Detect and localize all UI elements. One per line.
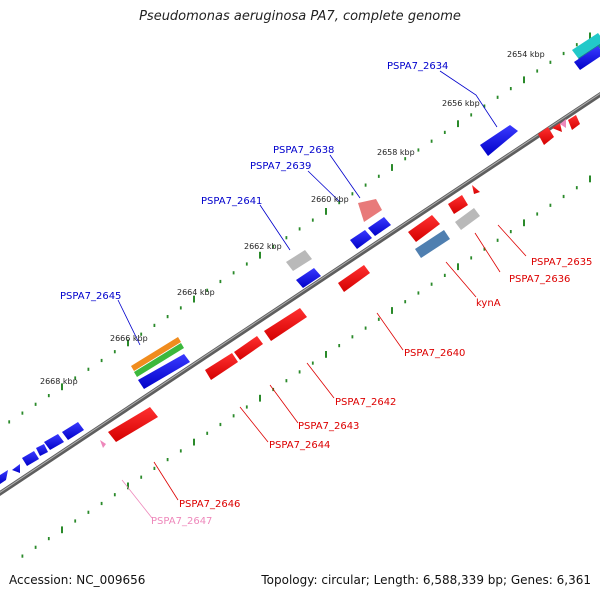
gene-arrow	[12, 464, 20, 473]
gene-arrow	[205, 353, 238, 380]
leader-line	[117, 299, 141, 346]
gene-arrow	[44, 434, 64, 450]
ruler-label: 2664 kbp	[177, 288, 215, 297]
gene-arrow	[408, 215, 440, 242]
gene-arrow	[108, 407, 158, 442]
leader-lines	[117, 70, 527, 519]
leader-line	[307, 170, 341, 203]
leader-line	[329, 154, 361, 199]
ruler-label: 2662 kbp	[244, 242, 282, 251]
gene-label: PSPA7_2647	[151, 516, 212, 527]
gene-arrow	[131, 337, 181, 371]
gene-arrow	[560, 119, 566, 128]
gene-label: PSPA7_2641	[201, 196, 262, 207]
gene-label: PSPA7_2646	[179, 499, 240, 510]
gene-label: PSPA7_2636	[509, 274, 570, 285]
gene-label: PSPA7_2645	[60, 291, 121, 302]
leader-line	[439, 70, 498, 128]
gene-arrow	[572, 33, 600, 58]
ruler-label: 2660 kbp	[311, 195, 349, 204]
gene-arrow	[574, 46, 600, 70]
gene-arrow	[358, 199, 382, 222]
gene-label: PSPA7_2634	[387, 61, 448, 72]
ruler-label: 2656 kbp	[442, 99, 480, 108]
gene-arrow	[286, 250, 312, 271]
leader-line	[153, 461, 179, 501]
gene-label: PSPA7_2635	[531, 257, 592, 268]
gene-arrow	[338, 265, 370, 292]
gene-arrow	[0, 470, 8, 484]
leader-line	[474, 232, 501, 273]
leader-line	[306, 362, 335, 399]
leader-line	[497, 224, 527, 257]
gene-arrow	[138, 354, 190, 389]
gene-label: PSPA7_2638	[273, 145, 334, 156]
ruler-label: 2666 kbp	[110, 334, 148, 343]
gene-label: PSPA7_2639	[250, 161, 311, 172]
gene-arrow	[134, 343, 184, 377]
gene-arrow	[368, 217, 391, 236]
leader-line	[121, 479, 153, 519]
gene-arrow	[538, 127, 554, 145]
gene-labels: PSPA7_2634 PSPA7_2638 PSPA7_2639 PSPA7_2…	[60, 61, 592, 527]
forward-features	[0, 33, 600, 484]
leader-line	[269, 384, 299, 424]
gene-label: PSPA7_2640	[404, 348, 465, 359]
gene-arrow	[568, 115, 580, 130]
ruler-label: 2668 kbp	[40, 377, 78, 386]
leader-line	[376, 312, 404, 351]
gene-arrow	[552, 123, 562, 132]
genome-backbone	[0, 91, 600, 497]
gene-arrow	[455, 208, 480, 230]
reverse-features	[100, 115, 580, 448]
gene-arrow	[480, 125, 518, 156]
ruler-labels: 2654 kbp 2656 kbp 2658 kbp 2660 kbp 2662…	[40, 50, 545, 386]
gene-label: PSPA7_2644	[269, 440, 330, 451]
ruler-label: 2654 kbp	[507, 50, 545, 59]
leader-line	[445, 261, 477, 298]
gene-label: PSPA7_2643	[298, 421, 359, 432]
gene-label: kynA	[476, 298, 501, 309]
gene-arrow	[415, 230, 450, 258]
gene-arrow	[234, 336, 263, 360]
gene-arrow	[448, 195, 468, 214]
leader-line	[239, 406, 269, 443]
gene-arrow	[264, 308, 307, 341]
gene-arrow	[350, 230, 372, 249]
gene-arrow	[100, 440, 106, 448]
gene-label: PSPA7_2642	[335, 397, 396, 408]
ruler-label: 2658 kbp	[377, 148, 415, 157]
gene-arrow	[472, 185, 480, 194]
gene-arrow	[36, 444, 48, 456]
tick-marks	[8, 32, 591, 558]
gene-arrow	[296, 268, 321, 288]
accession-text: Accession: NC_009656	[9, 573, 146, 587]
gene-arrow	[22, 451, 39, 466]
map-title: Pseudomonas aeruginosa PA7, complete gen…	[139, 9, 461, 24]
genome-backbone-highlight	[0, 93, 600, 493]
leader-line	[259, 204, 291, 251]
genome-summary-text: Topology: circular; Length: 6,588,339 bp…	[261, 573, 591, 587]
gene-arrow	[62, 422, 84, 440]
